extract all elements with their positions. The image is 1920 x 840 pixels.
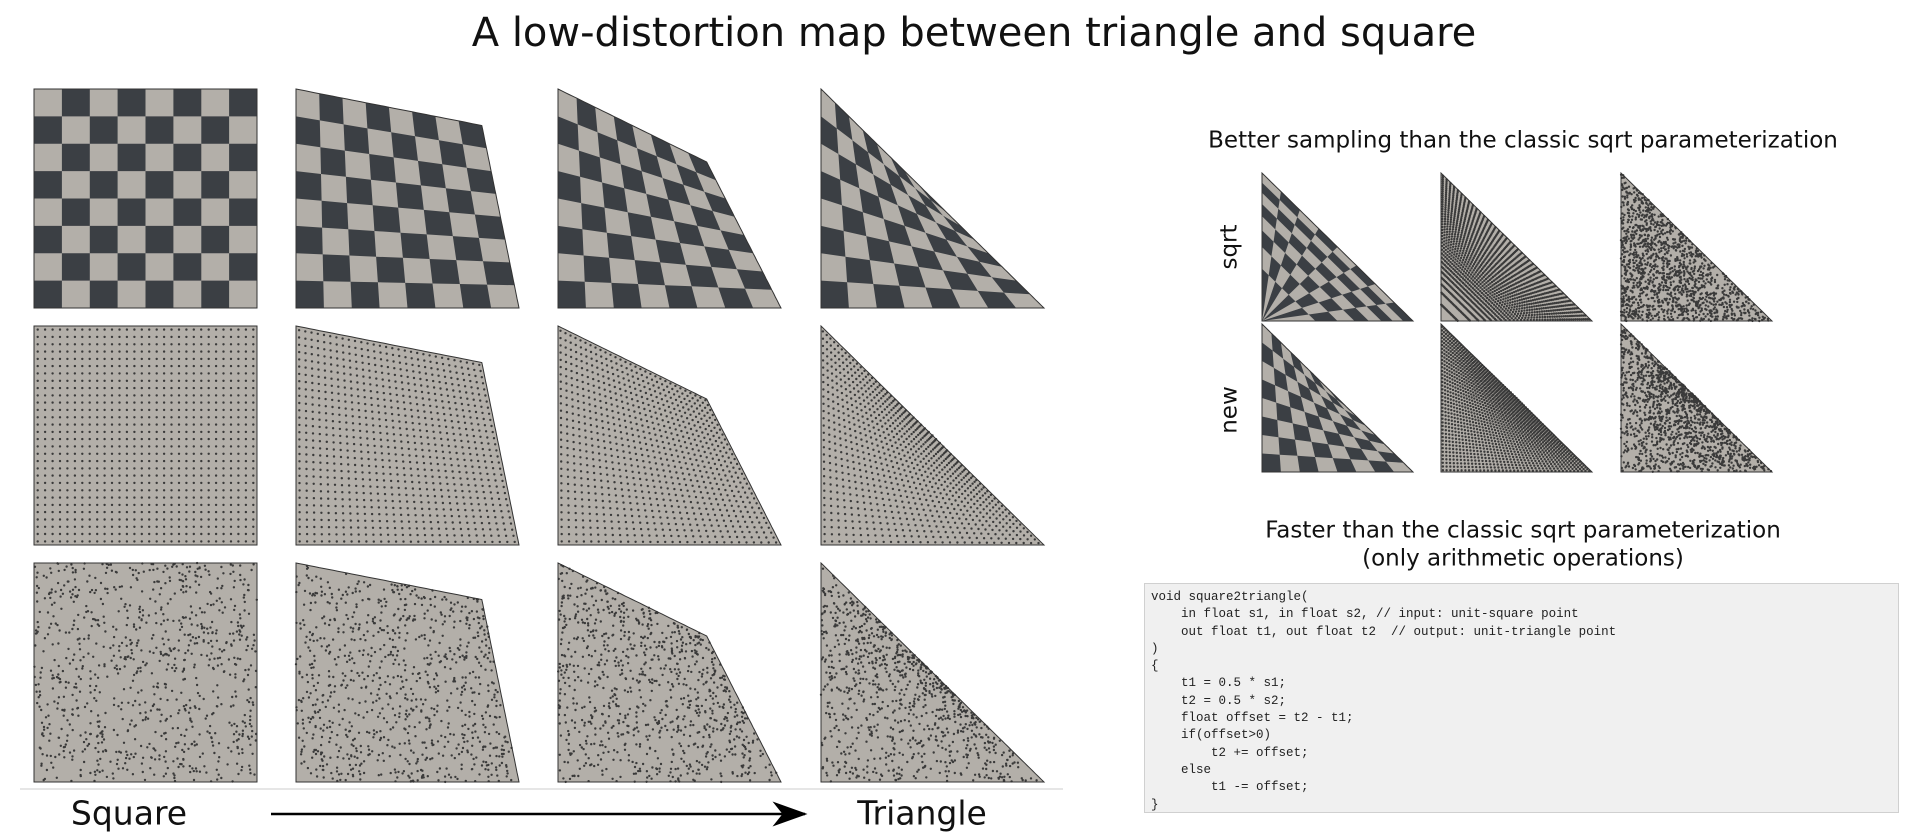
panel-fill xyxy=(558,563,781,782)
sample-dots xyxy=(1619,328,1773,473)
panel-outline xyxy=(820,561,1046,783)
checker-cells xyxy=(1262,333,1404,472)
checker-cells xyxy=(296,93,515,308)
panel-outline xyxy=(820,87,1046,309)
checker-cells xyxy=(821,102,1031,308)
panel-outline xyxy=(1620,322,1774,473)
panel-outline xyxy=(1261,322,1415,473)
code-line: t2 = 0.5 * s2; xyxy=(1151,693,1287,708)
panel-outline xyxy=(295,562,520,783)
code-line: out float t1, out float t2 // output: un… xyxy=(1151,624,1617,639)
panel-outline xyxy=(820,324,1046,546)
panel-outline xyxy=(295,88,520,309)
code-line: ) xyxy=(1151,641,1159,656)
sample-dots xyxy=(1440,174,1591,322)
sample-dots xyxy=(819,567,1038,783)
code-line: t1 -= offset; xyxy=(1151,780,1309,795)
sample-dots xyxy=(294,564,513,784)
sample-dots xyxy=(297,329,516,544)
end-label: Triangle xyxy=(856,794,987,833)
panel-fill xyxy=(296,563,519,782)
panel-outline xyxy=(557,88,782,309)
panel-outline xyxy=(557,325,782,546)
panel-outline xyxy=(33,562,258,783)
panel-outline xyxy=(33,88,258,309)
sample-dots xyxy=(1440,325,1591,473)
checker-cells xyxy=(1262,182,1413,321)
code-line: void square2triangle( xyxy=(1151,590,1309,604)
speed-heading: Faster than the classic sqrt parameteriz… xyxy=(1265,518,1781,544)
sample-dots xyxy=(557,564,778,784)
panel-outline xyxy=(295,325,520,546)
panel-outline xyxy=(1620,171,1774,322)
checker-cells xyxy=(558,98,772,308)
code-line: { xyxy=(1151,659,1159,674)
code-line: t2 += offset; xyxy=(1151,745,1309,760)
speed-heading: (only arithmetic operations) xyxy=(1362,546,1684,572)
checker-cells xyxy=(34,89,257,308)
code-line: in float s1, in float s2, // input: unit… xyxy=(1151,607,1579,622)
code-line: if(offset>0) xyxy=(1151,728,1272,743)
panel-outline xyxy=(1440,322,1594,473)
panel-outline xyxy=(1440,171,1594,322)
code-line: float offset = t2 - t1; xyxy=(1151,711,1354,726)
sampling-heading: Better sampling than the classic sqrt pa… xyxy=(1208,128,1838,154)
panel-outline xyxy=(1261,171,1415,322)
sample-dots xyxy=(1619,173,1770,323)
start-label: Square xyxy=(71,794,187,833)
row-label: sqrt xyxy=(1217,224,1243,269)
code-line: t1 = 0.5 * s1; xyxy=(1151,676,1287,691)
row-label: new xyxy=(1217,386,1243,434)
panel-fill xyxy=(34,563,257,782)
sample-dots xyxy=(821,330,1040,545)
title: A low-distortion map between triangle an… xyxy=(472,10,1477,56)
panel-outline xyxy=(557,562,782,783)
code-block: void square2triangle( in float s1, in fl… xyxy=(1144,583,1899,813)
panel-outline xyxy=(33,325,258,546)
code-line: } xyxy=(1151,797,1159,812)
code-line: else xyxy=(1151,762,1212,777)
